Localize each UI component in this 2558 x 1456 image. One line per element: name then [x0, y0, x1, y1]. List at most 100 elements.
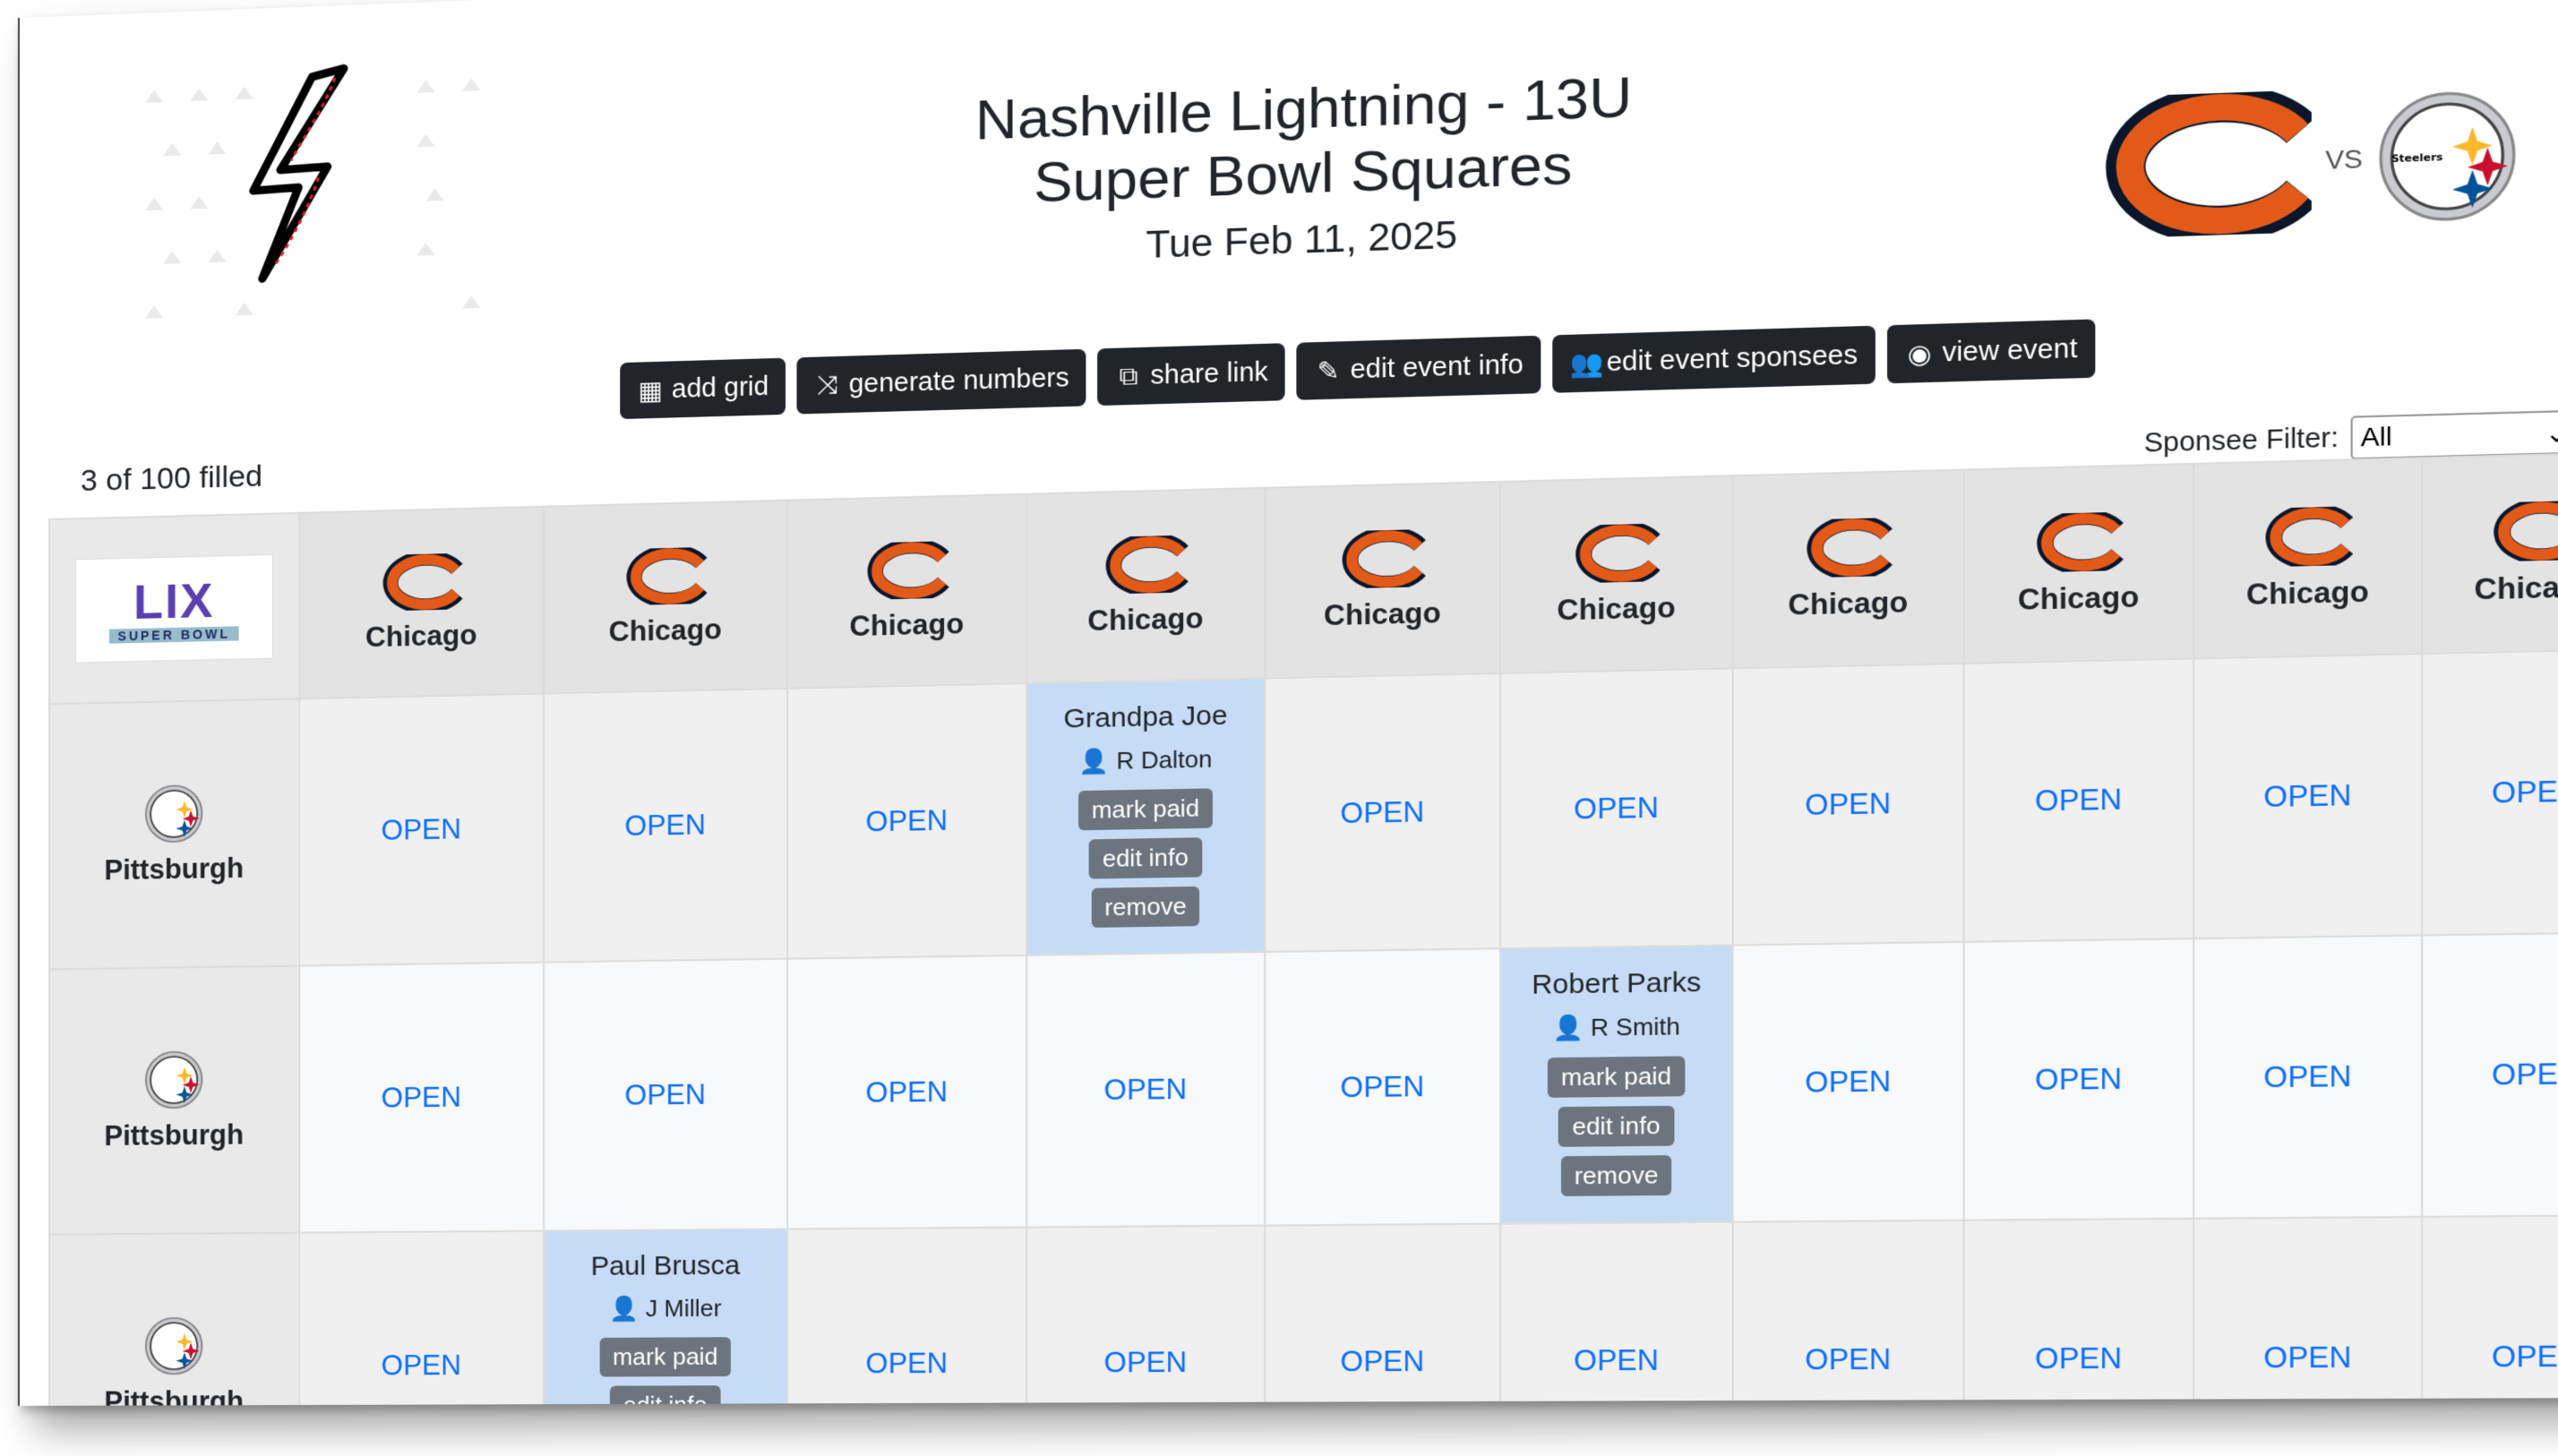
steelers-logo: [144, 784, 203, 844]
column-header: Chicago: [1733, 470, 1964, 669]
bears-logo: [622, 546, 708, 604]
open-square-link[interactable]: OPEN: [624, 1078, 706, 1111]
open-square-link[interactable]: OPEN: [2492, 775, 2558, 809]
column-header: Chicago: [2193, 458, 2422, 658]
edit-info-button[interactable]: edit info: [1089, 837, 1202, 878]
square-cell-open: OPEN: [1733, 1220, 1964, 1406]
generate-numbers-button[interactable]: ⤨ generate numbers: [796, 349, 1086, 415]
open-square-link[interactable]: OPEN: [2492, 1058, 2558, 1092]
person-icon: 👤: [609, 1295, 639, 1323]
square-cell-open: OPEN: [1964, 659, 2194, 942]
mark-paid-button[interactable]: mark paid: [1078, 788, 1213, 830]
add-grid-button[interactable]: ▦ add grid: [620, 358, 785, 419]
row-team-name: Pittsburgh: [50, 851, 298, 887]
square-cell-open: OPEN: [544, 959, 787, 1231]
edit-event-info-button[interactable]: ✎ edit event info: [1297, 336, 1541, 400]
column-team-name: Chicago: [1027, 600, 1264, 638]
open-square-link[interactable]: OPEN: [2035, 1062, 2122, 1096]
view-event-button[interactable]: ◉ view event: [1887, 319, 2095, 383]
column-team-name: Chicago: [1734, 584, 1963, 623]
open-square-link[interactable]: OPEN: [382, 1349, 461, 1382]
shuffle-icon: ⤨: [813, 370, 841, 401]
mark-paid-button[interactable]: mark paid: [600, 1337, 731, 1376]
row-team-name: Pittsburgh: [50, 1384, 298, 1406]
copy-icon: ⧉: [1114, 361, 1143, 392]
open-square-link[interactable]: OPEN: [382, 813, 461, 846]
open-square-link[interactable]: OPEN: [382, 1081, 461, 1113]
square-cell-open: OPEN: [1500, 668, 1732, 948]
square-owner: Paul Brusca: [545, 1250, 786, 1282]
open-square-link[interactable]: OPEN: [2263, 779, 2351, 814]
square-cell-open: OPEN: [1265, 948, 1500, 1225]
edit-info-button[interactable]: edit info: [610, 1385, 720, 1406]
open-square-link[interactable]: OPEN: [865, 804, 948, 837]
column-header: Chicago: [2422, 452, 2558, 654]
square-cell-open: OPEN: [1500, 1222, 1732, 1406]
open-square-link[interactable]: OPEN: [624, 809, 706, 842]
column-team-name: Chicago: [2423, 568, 2558, 607]
row-team-name: Pittsburgh: [50, 1118, 298, 1152]
person-icon: 👤: [1079, 747, 1110, 775]
sponsee-filter-label: Sponsee Filter:: [2144, 423, 2339, 459]
open-square-link[interactable]: OPEN: [865, 1075, 948, 1109]
edit-icon: ✎: [1314, 355, 1343, 386]
eye-icon: ◉: [1905, 338, 1935, 370]
open-square-link[interactable]: OPEN: [2035, 1341, 2122, 1375]
column-header: Chicago: [787, 494, 1026, 689]
edit-info-button[interactable]: edit info: [1558, 1106, 1674, 1147]
remove-button[interactable]: remove: [1091, 886, 1199, 928]
row-header: Pittsburgh: [49, 1233, 299, 1406]
open-square-link[interactable]: OPEN: [1805, 1065, 1891, 1099]
open-square-link[interactable]: OPEN: [1574, 792, 1659, 826]
open-square-link[interactable]: OPEN: [2035, 783, 2122, 818]
bears-logo: [2102, 90, 2312, 238]
square-owner: Robert Parks: [1501, 967, 1731, 1002]
square-cell-open: OPEN: [1733, 942, 1964, 1222]
square-cell-open: OPEN: [544, 689, 787, 963]
edit-event-sponsees-button[interactable]: 👥 edit event sponsees: [1552, 326, 1876, 393]
remove-button[interactable]: remove: [1561, 1155, 1672, 1196]
square-cell-open: OPEN: [1265, 673, 1500, 952]
row-header: Pittsburgh: [49, 698, 299, 969]
column-team-name: Chicago: [1965, 578, 2193, 618]
open-square-link[interactable]: OPEN: [1340, 1070, 1424, 1103]
people-icon: 👥: [1570, 347, 1599, 379]
square-cell-open: OPEN: [787, 1228, 1026, 1406]
column-header: Chicago: [1265, 482, 1500, 678]
square-sponsee: 👤 R Dalton: [1027, 744, 1264, 777]
square-cell-open: OPEN: [1265, 1224, 1500, 1406]
open-square-link[interactable]: OPEN: [2263, 1340, 2351, 1374]
open-square-link[interactable]: OPEN: [1340, 1345, 1424, 1378]
open-square-link[interactable]: OPEN: [2263, 1059, 2351, 1093]
square-cell-open: OPEN: [787, 683, 1026, 959]
column-header: Chicago: [1500, 475, 1732, 673]
open-square-link[interactable]: OPEN: [1805, 787, 1891, 821]
mark-paid-button[interactable]: mark paid: [1548, 1056, 1686, 1097]
svg-text:Steelers: Steelers: [2391, 150, 2443, 165]
chevron-down-icon: ⌄: [2545, 416, 2558, 449]
steelers-logo: [144, 1049, 203, 1109]
open-square-link[interactable]: OPEN: [1104, 1073, 1188, 1106]
open-square-link[interactable]: OPEN: [1805, 1343, 1891, 1376]
column-header: Chicago: [544, 501, 787, 694]
open-square-link[interactable]: OPEN: [1104, 1346, 1188, 1378]
square-cell-open: OPEN: [299, 694, 544, 966]
open-square-link[interactable]: OPEN: [865, 1347, 948, 1379]
square-cell-open: OPEN: [1964, 938, 2194, 1220]
bears-logo: [2262, 506, 2354, 567]
square-cell-open: OPEN: [299, 963, 544, 1233]
column-header: Chicago: [299, 507, 544, 699]
steelers-logo: Steelers: [2377, 88, 2519, 226]
super-bowl-squares-page: Nashville Lightning - 13U Super Bowl Squ…: [18, 0, 2558, 1406]
sponsee-filter-select[interactable]: All ⌄: [2350, 410, 2558, 460]
row-header: Pittsburgh: [49, 965, 299, 1234]
open-square-link[interactable]: OPEN: [1340, 795, 1424, 829]
open-square-link[interactable]: OPEN: [1574, 1344, 1659, 1377]
share-link-button[interactable]: ⧉ share link: [1097, 343, 1285, 406]
bears-logo: [1338, 528, 1426, 588]
bears-logo: [1102, 535, 1189, 594]
column-team-name: Chicago: [300, 617, 543, 655]
square-cell-taken: Grandpa Joe 👤 R Dalton mark paid edit in…: [1026, 678, 1265, 955]
person-icon: 👤: [1552, 1014, 1584, 1042]
open-square-link[interactable]: OPEN: [2492, 1340, 2558, 1374]
